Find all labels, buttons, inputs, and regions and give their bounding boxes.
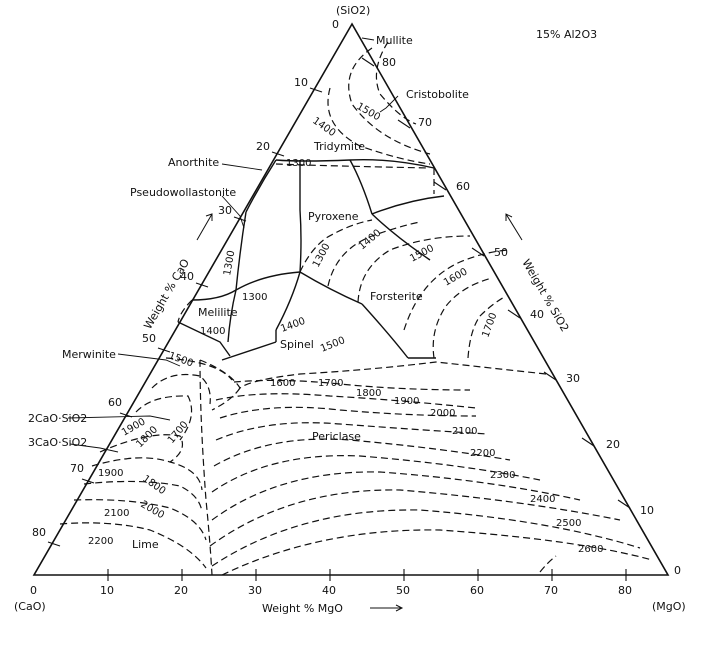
- bottom-tick-labels: 0 10 20 30 40 50 60 70 80: [30, 584, 632, 597]
- isotherm-label: 1500: [355, 101, 383, 123]
- composition-note: 15% Al2O3: [536, 28, 597, 41]
- axis-arrow-bottom: [370, 604, 404, 612]
- phase-label-dicalcium-silicate: 2CaO·SiO2: [28, 412, 87, 425]
- axis-title-left: Weight % CaO: [141, 256, 192, 331]
- isotherm-label: 2300: [490, 470, 515, 481]
- isotherm-label: 2500: [556, 518, 581, 529]
- tick-label: 0: [674, 564, 681, 577]
- tick-label: 60: [470, 584, 484, 597]
- isotherm-label: 1300: [222, 250, 237, 277]
- isotherm-label: 1300: [311, 242, 333, 270]
- isotherm-lines: [59, 41, 653, 576]
- tick-label: 0: [332, 18, 339, 31]
- axis-title-bottom: Weight % MgO: [262, 602, 343, 615]
- tick-label: 20: [256, 140, 270, 153]
- isotherm-label: 2100: [104, 508, 129, 519]
- isotherm-label: 1900: [98, 468, 123, 479]
- phase-label-lime: Lime: [132, 538, 159, 551]
- tick-label: 30: [248, 584, 262, 597]
- isotherm-label: 2600: [578, 544, 603, 555]
- tick-label: 10: [640, 504, 654, 517]
- tick-label: 50: [494, 246, 508, 259]
- phase-label-periclase: Periclase: [312, 430, 361, 443]
- isotherm-label: 1500: [408, 243, 436, 265]
- right-tick-labels: 80 70 60 50 40 30 20 10 0: [382, 56, 681, 577]
- tick-label: 70: [70, 462, 84, 475]
- isotherm-label: 1500: [319, 335, 347, 355]
- tick-label: 60: [456, 180, 470, 193]
- isotherm-label: 2000: [139, 499, 167, 521]
- corner-label-cao: (CaO): [14, 600, 46, 613]
- phase-label-anorthite: Anorthite: [168, 156, 219, 169]
- label-leaders: [67, 37, 399, 453]
- tick-label: 70: [544, 584, 558, 597]
- isotherm-label: 1400: [279, 316, 307, 335]
- isotherm-label: 1700: [480, 311, 499, 339]
- isotherm-label: 1500: [167, 350, 195, 369]
- tick-label: 50: [396, 584, 410, 597]
- axis-title-right: Weight % SiO2: [519, 257, 571, 334]
- phase-label-tricalcium-silicate: 3CaO·SiO2: [28, 436, 87, 449]
- isotherm-label: 1900: [394, 396, 419, 407]
- tick-label: 20: [606, 438, 620, 451]
- phase-field-labels: Mullite Cristobolite Tridymite Anorthite…: [28, 34, 469, 551]
- isotherm-label: 1600: [270, 378, 295, 389]
- phase-label-forsterite: Forsterite: [370, 290, 423, 303]
- isotherm-label: 1400: [310, 115, 337, 139]
- left-tick-labels: 0 10 20 30 40 50 60 70 80: [32, 18, 339, 539]
- tick-label: 80: [618, 584, 632, 597]
- isotherm-label: 1700: [318, 378, 343, 389]
- isotherm-label: 2000: [430, 408, 455, 419]
- tick-label: 80: [32, 526, 46, 539]
- phase-label-melilite: Melilite: [198, 306, 238, 319]
- phase-label-merwinite: Merwinite: [62, 348, 116, 361]
- axis-arrow-right: [505, 213, 523, 241]
- isotherm-label: 1300: [286, 158, 311, 169]
- phase-label-spinel: Spinel: [280, 338, 314, 351]
- corner-label-sio2: (SiO2): [336, 4, 370, 17]
- tick-label: 30: [566, 372, 580, 385]
- isotherm-label: 1300: [242, 292, 267, 303]
- phase-label-pseudowollastonite: Pseudowollastonite: [130, 186, 236, 199]
- isotherm-label: 2200: [470, 448, 495, 459]
- tick-label: 80: [382, 56, 396, 69]
- tick-label: 50: [142, 332, 156, 345]
- phase-label-cristobolite: Cristobolite: [406, 88, 469, 101]
- axis-arrow-left: [196, 213, 213, 241]
- isotherm-label: 2100: [452, 426, 477, 437]
- phase-boundaries: [177, 158, 445, 361]
- phase-label-tridymite: Tridymite: [313, 140, 365, 153]
- isotherm-label: 1800: [140, 473, 167, 497]
- isotherm-label: 1600: [442, 266, 470, 288]
- tick-label: 40: [180, 270, 194, 283]
- isotherm-label: 2400: [530, 494, 555, 505]
- right-tick-marks: [361, 57, 631, 509]
- phase-label-mullite: Mullite: [376, 34, 413, 47]
- tick-label: 20: [174, 584, 188, 597]
- tick-label: 10: [100, 584, 114, 597]
- isotherm-label: 1700: [166, 419, 191, 446]
- isotherm-label: 2200: [88, 536, 113, 547]
- isotherm-label: 1800: [356, 388, 381, 399]
- bottom-tick-marks: [107, 569, 627, 581]
- tick-label: 70: [418, 116, 432, 129]
- left-tick-marks: [47, 87, 323, 547]
- tick-label: 0: [30, 584, 37, 597]
- isotherm-label: 1400: [357, 228, 384, 253]
- isotherm-label: 1400: [200, 326, 225, 337]
- tick-label: 10: [294, 76, 308, 89]
- tick-label: 60: [108, 396, 122, 409]
- corner-label-mgo: (MgO): [652, 600, 686, 613]
- tick-label: 40: [322, 584, 336, 597]
- tick-label: 30: [218, 204, 232, 217]
- phase-label-pyroxene: Pyroxene: [308, 210, 359, 223]
- tick-label: 40: [530, 308, 544, 321]
